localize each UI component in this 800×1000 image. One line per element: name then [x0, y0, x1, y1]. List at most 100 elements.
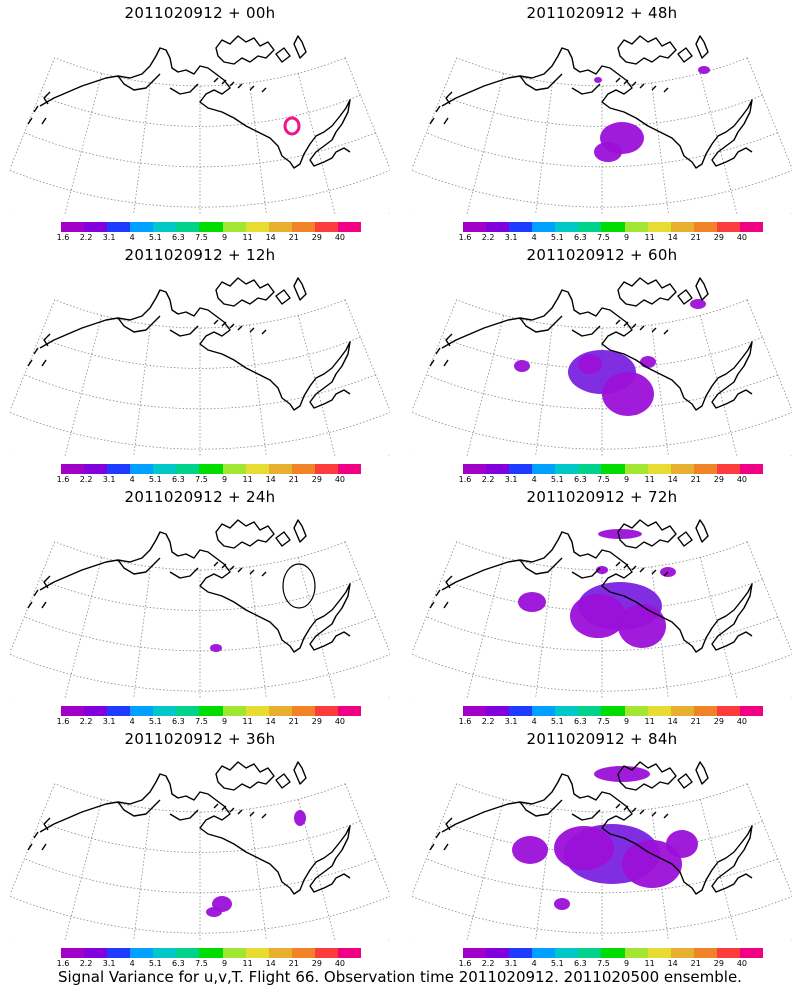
- colorbar-tick-label: 9: [623, 233, 630, 242]
- coastline: [441, 773, 753, 895]
- colorbar-tick-label: 11: [644, 233, 655, 242]
- signal-area: [698, 66, 710, 74]
- colorbar-swatch: [107, 706, 131, 716]
- colorbar-swatch: [532, 464, 556, 474]
- signal-area: [554, 826, 614, 870]
- polar-map: [412, 761, 792, 940]
- colorbar-swatch: [670, 464, 694, 474]
- colorbar-tick-label: 14: [265, 233, 276, 242]
- colorbar-tick-label: 4: [531, 475, 537, 484]
- colorbar-tick-label: 6.3: [172, 959, 185, 968]
- coastline: [429, 575, 453, 609]
- colorbar-swatch: [716, 948, 740, 958]
- colorbar: [463, 948, 764, 958]
- colorbar-tick-label: 7.5: [195, 233, 208, 242]
- signal-area: [640, 356, 656, 368]
- colorbar-swatch: [509, 464, 533, 474]
- colorbar-tick-label: 1.6: [458, 475, 472, 484]
- colorbar-swatch: [601, 706, 625, 716]
- polar-map: [412, 35, 792, 214]
- colorbar-tick-label: 2.2: [79, 475, 93, 484]
- graticule: [412, 783, 792, 940]
- colorbar-swatch: [509, 948, 533, 958]
- colorbar-swatch: [463, 706, 487, 716]
- colorbar-tick-label: 21: [288, 959, 299, 968]
- colorbar-swatch: [245, 464, 269, 474]
- coastline: [519, 799, 601, 821]
- colorbar: [61, 464, 362, 474]
- colorbar-swatch: [153, 222, 177, 232]
- panel-title: 2011020912 + 24h: [124, 488, 276, 506]
- colorbar-ticks: 1.6 2.2 3.1 4 5.1 6.3 7.5 9 11 14 21 29 40: [57, 475, 361, 485]
- colorbar-swatch: [314, 948, 338, 958]
- polar-map: [10, 761, 390, 940]
- colorbar-swatch: [176, 464, 200, 474]
- colorbar-swatch: [532, 706, 556, 716]
- colorbar-swatch: [647, 464, 671, 474]
- signal-area: [666, 830, 698, 858]
- colorbar-swatch: [509, 706, 533, 716]
- map-panel: 2011020912 + 36h 1.6 2.2 3.1 4 5.1 6.3 7.5 9 11 14…: [0, 726, 400, 968]
- colorbar-tick-label: 2.2: [79, 959, 93, 968]
- coastline: [39, 289, 351, 411]
- map-panel: 2011020912 + 84h 1.6 2.2 3.1 4 5.1 6.3 7.5 9 11 14…: [402, 726, 800, 968]
- colorbar-tick-label: 4: [129, 475, 135, 484]
- polar-map: [10, 35, 390, 214]
- colorbar-tick-label: 9: [221, 717, 228, 726]
- colorbar-tick-label: 6.3: [574, 717, 587, 726]
- colorbar-swatch: [739, 948, 764, 958]
- colorbar-swatch: [107, 222, 131, 232]
- map-panel: 2011020912 + 24h 1.6 2.2 3.1 4 5.1 6.3 7.5 9 11 14…: [0, 484, 400, 726]
- target-ring: [283, 116, 301, 136]
- colorbar-swatch: [130, 464, 154, 474]
- colorbar-tick-label: 4: [531, 233, 537, 242]
- colorbar-swatch: [463, 464, 487, 474]
- colorbar-swatch: [624, 222, 648, 232]
- colorbar-tick-label: 11: [644, 959, 655, 968]
- colorbar-swatch: [222, 464, 246, 474]
- map-panel: 2011020912 + 48h 1.6 2.2 3.1 4 5.1 6.3 7.5 9 11 14…: [402, 0, 800, 242]
- colorbar-swatch: [693, 948, 717, 958]
- graticule: [10, 783, 390, 940]
- colorbar-tick-label: 9: [623, 475, 630, 484]
- colorbar-swatch: [486, 222, 510, 232]
- colorbar-tick-label: 21: [690, 233, 701, 242]
- colorbar-swatch: [463, 948, 487, 958]
- colorbar-tick-label: 5.1: [148, 233, 162, 242]
- colorbar-tick-label: 14: [667, 717, 678, 726]
- colorbar-tick-label: 11: [242, 475, 253, 484]
- colorbar-tick-label: 40: [736, 233, 748, 242]
- colorbar-tick-label: 7.5: [195, 475, 208, 484]
- colorbar-tick-label: 29: [311, 233, 322, 242]
- colorbar-tick-label: 6.3: [172, 717, 185, 726]
- panel-title: 2011020912 + 60h: [526, 246, 678, 264]
- colorbar: [61, 948, 362, 958]
- signal-area: [210, 644, 222, 652]
- coastline: [213, 803, 267, 819]
- colorbar-tick-label: 6.3: [574, 233, 587, 242]
- colorbar-swatch: [291, 948, 315, 958]
- colorbar-tick-label: 1.6: [56, 233, 70, 242]
- colorbar-tick-label: 1.6: [56, 475, 70, 484]
- signal-area: [660, 567, 676, 577]
- polar-map: [412, 519, 792, 698]
- colorbar-tick-label: 11: [644, 475, 655, 484]
- colorbar-swatch: [291, 706, 315, 716]
- colorbar-tick-label: 14: [265, 959, 276, 968]
- coastline: [441, 289, 753, 411]
- colorbar-tick-label: 14: [265, 717, 276, 726]
- colorbar-swatch: [130, 948, 154, 958]
- coastline: [441, 531, 753, 653]
- coastline: [429, 817, 453, 851]
- colorbar-ticks: 1.6 2.2 3.1 4 5.1 6.3 7.5 9 11 14 21 29 40: [459, 475, 763, 485]
- colorbar: [463, 464, 764, 474]
- colorbar-tick-label: 3.1: [102, 233, 116, 242]
- colorbar-tick-label: 4: [129, 233, 135, 242]
- colorbar-ticks: 1.6 2.2 3.1 4 5.1 6.3 7.5 9 11 14 21 29 40: [57, 959, 361, 969]
- signal-area: [206, 907, 222, 917]
- colorbar-swatch: [647, 948, 671, 958]
- colorbar-swatch: [337, 222, 362, 232]
- coastline: [27, 91, 51, 125]
- colorbar-tick-label: 5.1: [550, 959, 564, 968]
- colorbar-tick-label: 21: [288, 475, 299, 484]
